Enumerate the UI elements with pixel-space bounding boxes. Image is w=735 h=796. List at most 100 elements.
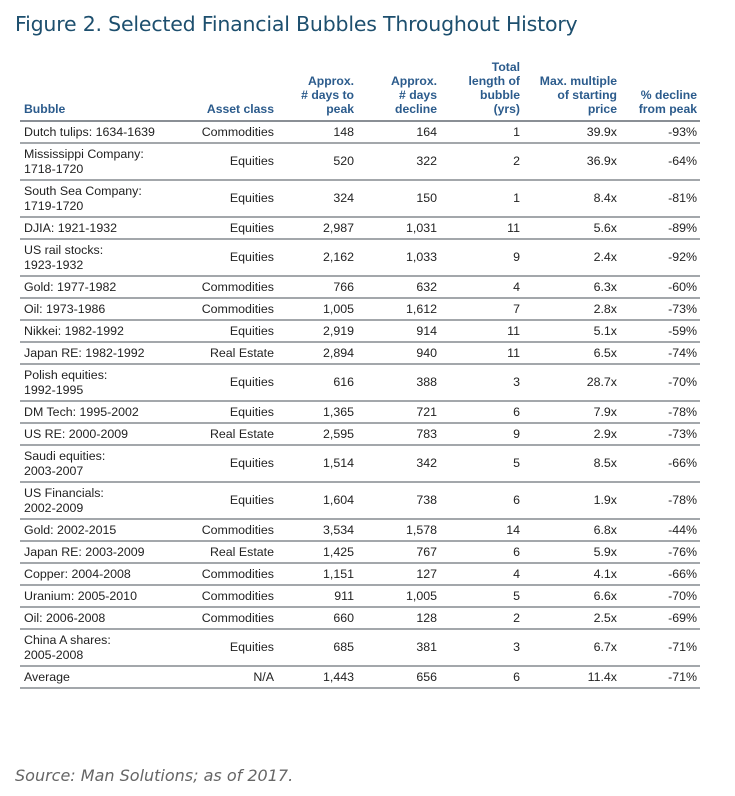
column-header-text: Asset class xyxy=(206,102,274,116)
table-row: China A shares: 2005-2008 Equities 685 381 3 6… xyxy=(20,629,700,666)
bubble-name-text: US Financials: xyxy=(24,485,104,500)
cell-peak: 660 xyxy=(333,610,354,625)
table-row: South Sea Company: 1719-1720 Equities 324 15… xyxy=(20,180,700,217)
cell-decline: 914 xyxy=(416,323,437,338)
cell-yrs: 6 xyxy=(513,493,520,507)
bubble-name-text: Nikkei: 1982-1992 xyxy=(24,323,124,338)
cell-multiple: 8.5x xyxy=(593,456,617,470)
cell-pct: -78% xyxy=(668,404,697,419)
bubble-name-text: 2003-2007 xyxy=(24,463,84,478)
cell-peak: 1,604 xyxy=(322,493,354,507)
cell-decline: 940 xyxy=(416,345,437,360)
cell-bubble: Average xyxy=(20,666,185,688)
cell-pct: -92% xyxy=(668,250,697,264)
cell-decline: 342 xyxy=(416,456,437,470)
bubble-name-text: Oil: 1973-1986 xyxy=(24,301,106,316)
cell-bubble: Dutch tulips: 1634-1639 xyxy=(20,121,185,143)
bubble-name-text: Japan RE: 2003-2009 xyxy=(24,544,145,559)
cell-asset: Equities xyxy=(229,404,274,419)
cell-asset: Commodities xyxy=(201,566,274,581)
bubble-name-text: 1718-1720 xyxy=(24,161,84,176)
cell-yrs: 5 xyxy=(513,456,520,470)
cell-pct: -70% xyxy=(668,375,697,389)
cell-decline: 738 xyxy=(416,493,437,507)
cell-yrs: 5 xyxy=(513,588,520,603)
cell-multiple: 4.1x xyxy=(593,566,617,581)
bubble-name-text: 1923-1932 xyxy=(24,257,84,272)
cell-yrs: 11 xyxy=(507,323,520,338)
cell-peak: 2,595 xyxy=(322,426,354,441)
column-header-text: decline xyxy=(395,102,437,116)
cell-yrs: 11 xyxy=(507,220,520,235)
cell-bubble: Gold: 1977-1982 xyxy=(20,276,185,298)
cell-bubble: Nikkei: 1982-1992 xyxy=(20,320,185,342)
bubble-name-text: US RE: 2000-2009 xyxy=(24,426,129,441)
cell-multiple: 6.8x xyxy=(593,522,617,537)
cell-pct: -78% xyxy=(668,493,697,507)
cell-decline: 150 xyxy=(416,191,437,205)
cell-multiple: 5.6x xyxy=(593,220,617,235)
cell-asset: Equities xyxy=(229,456,274,470)
cell-asset: Equities xyxy=(229,191,274,205)
cell-peak: 324 xyxy=(333,191,354,205)
table-row: Oil: 2006-2008 Commodities 660 128 2 2.5x -69% xyxy=(20,607,700,629)
cell-pct: -73% xyxy=(668,301,697,316)
cell-multiple: 6.7x xyxy=(593,640,617,654)
cell-bubble: Mississippi Company: 1718-1720 xyxy=(20,143,185,180)
cell-peak: 1,425 xyxy=(322,544,354,559)
cell-decline: 128 xyxy=(416,610,437,625)
bubble-name-text: Polish equities: xyxy=(24,367,108,382)
bubble-name-text: 2005-2008 xyxy=(24,647,84,662)
cell-pct: -60% xyxy=(668,279,697,294)
cell-asset: Commodities xyxy=(201,610,274,625)
cell-pct: -64% xyxy=(668,154,697,168)
cell-bubble: South Sea Company: 1719-1720 xyxy=(20,180,185,217)
table-row: Dutch tulips: 1634-1639 Commodities 148 164… xyxy=(20,121,700,143)
cell-decline: 1,033 xyxy=(405,250,437,264)
bubble-name-text: Saudi equities: xyxy=(24,448,106,463)
cell-asset: Real Estate xyxy=(209,345,274,360)
table-row: Japan RE: 1982-1992 Real Estate 2,894 940 11… xyxy=(20,342,700,364)
cell-yrs: 7 xyxy=(513,301,520,316)
cell-multiple: 5.9x xyxy=(593,544,617,559)
cell-bubble: DM Tech: 1995-2002 xyxy=(20,401,185,423)
column-header-days-decline: Approx. # days decline xyxy=(357,60,440,121)
column-header-text: bubble xyxy=(480,88,520,102)
cell-decline: 1,612 xyxy=(405,301,437,316)
cell-bubble: Oil: 1973-1986 xyxy=(20,298,185,320)
column-header-text: from peak xyxy=(638,102,697,116)
cell-peak: 1,514 xyxy=(322,456,354,470)
cell-yrs: 1 xyxy=(513,191,520,205)
cell-peak: 766 xyxy=(333,279,354,294)
cell-multiple: 1.9x xyxy=(593,493,617,507)
table-row: Polish equities: 1992-1995 Equities 616 388 3… xyxy=(20,364,700,401)
cell-pct: -89% xyxy=(668,220,697,235)
cell-multiple: 2.4x xyxy=(593,250,617,264)
column-header-pct-decline: % decline from peak xyxy=(620,60,700,121)
table-row: Copper: 2004-2008 Commodities 1,151 127 4 4.1… xyxy=(20,563,700,585)
cell-peak: 2,162 xyxy=(322,250,354,264)
cell-multiple: 5.1x xyxy=(593,323,617,338)
column-header-text: # days to xyxy=(301,88,354,102)
cell-peak: 685 xyxy=(333,640,354,654)
cell-bubble: US RE: 2000-2009 xyxy=(20,423,185,445)
cell-multiple: 6.5x xyxy=(593,345,617,360)
cell-bubble: DJIA: 1921-1932 xyxy=(20,217,185,239)
cell-asset: N/A xyxy=(253,669,274,684)
cell-asset: Equities xyxy=(229,323,274,338)
cell-peak: 148 xyxy=(333,124,354,139)
cell-bubble: Polish equities: 1992-1995 xyxy=(20,364,185,401)
cell-peak: 911 xyxy=(334,588,354,603)
bubble-name-text: Copper: 2004-2008 xyxy=(24,566,131,581)
cell-multiple: 2.9x xyxy=(593,426,617,441)
column-header-text: Total xyxy=(491,60,520,74)
cell-asset: Equities xyxy=(229,220,274,235)
cell-peak: 2,894 xyxy=(322,345,354,360)
column-header-text: % decline xyxy=(640,88,697,102)
cell-bubble: Copper: 2004-2008 xyxy=(20,563,185,585)
cell-peak: 2,919 xyxy=(322,323,354,338)
figure-title: Figure 2. Selected Financial Bubbles Thr… xyxy=(15,12,578,36)
table-row: Oil: 1973-1986 Commodities 1,005 1,612 7 2.8x… xyxy=(20,298,700,320)
table-header: Bubble Asset class Approx. # days to peak App… xyxy=(20,60,700,121)
column-header-text: Max. multiple xyxy=(539,74,617,88)
